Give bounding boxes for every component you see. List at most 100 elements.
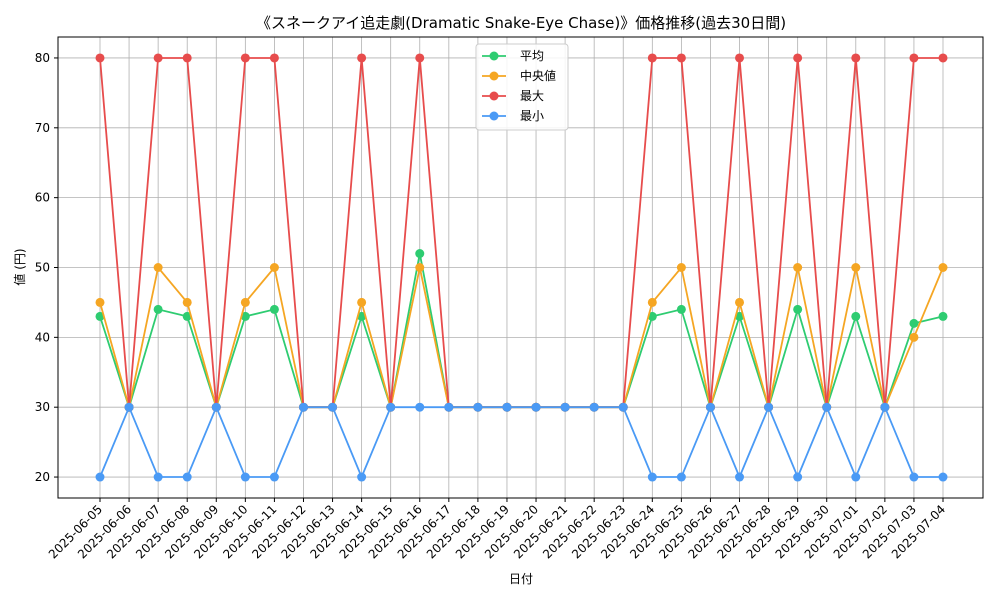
- data-point: [938, 263, 948, 272]
- data-point: [95, 472, 105, 482]
- data-point: [735, 53, 745, 63]
- data-point: [909, 53, 919, 63]
- data-point: [618, 402, 628, 412]
- data-point: [647, 297, 657, 307]
- series-line: [99, 404, 943, 480]
- x-ticks: 2025-06-052025-06-062025-06-072025-06-08…: [46, 498, 948, 561]
- data-point: [938, 53, 948, 63]
- data-point: [647, 311, 657, 321]
- y-axis-label: 値 (円): [12, 248, 27, 285]
- data-point: [328, 402, 338, 412]
- data-point: [182, 311, 192, 321]
- data-point: [793, 263, 803, 272]
- data-point: [764, 402, 774, 412]
- data-point: [240, 297, 250, 307]
- data-point: [415, 53, 425, 63]
- data-point: [269, 472, 279, 482]
- y-tick-label: 20: [35, 470, 50, 484]
- data-point: [153, 263, 163, 272]
- y-tick-label: 80: [35, 51, 50, 65]
- legend-label: 最小: [520, 109, 544, 123]
- legend-label: 平均: [520, 49, 544, 63]
- data-point: [676, 472, 686, 482]
- data-point: [851, 472, 861, 482]
- data-point: [415, 402, 425, 412]
- y-tick-label: 70: [35, 121, 50, 135]
- data-point: [909, 332, 919, 342]
- data-point: [793, 472, 803, 482]
- legend-item: 平均: [482, 49, 544, 63]
- legend-item: 最大: [482, 89, 544, 103]
- legend-box: [475, 43, 569, 131]
- data-point: [735, 472, 745, 482]
- data-point: [851, 311, 861, 321]
- data-point: [909, 318, 919, 328]
- data-point: [705, 402, 715, 412]
- legend-item: 最小: [482, 109, 544, 123]
- legend-marker: [489, 111, 499, 121]
- legend-marker: [489, 71, 499, 81]
- data-point: [676, 304, 686, 314]
- data-point: [851, 53, 861, 63]
- data-point: [415, 263, 425, 272]
- data-point: [444, 402, 454, 412]
- data-point: [793, 304, 803, 314]
- data-point: [676, 53, 686, 63]
- data-point: [676, 263, 686, 272]
- data-point: [909, 472, 919, 482]
- data-point: [735, 297, 745, 307]
- data-point: [938, 311, 948, 321]
- data-point: [182, 472, 192, 482]
- data-point: [357, 472, 367, 482]
- data-point: [153, 472, 163, 482]
- chart-title: 《スネークアイ追走劇(Dramatic Snake-Eye Chase)》価格推…: [256, 14, 786, 32]
- y-tick-label: 40: [35, 330, 50, 344]
- legend-item: 中央値: [482, 68, 556, 83]
- y-tick-label: 30: [35, 400, 50, 414]
- data-point: [153, 53, 163, 63]
- data-point: [735, 311, 745, 321]
- data-point: [153, 304, 163, 314]
- data-point: [386, 402, 396, 412]
- data-point: [822, 402, 832, 412]
- data-point: [589, 402, 599, 412]
- data-point: [415, 249, 425, 259]
- data-point: [357, 311, 367, 321]
- data-point: [269, 53, 279, 63]
- data-point: [269, 263, 279, 272]
- data-point: [880, 402, 890, 412]
- data-point: [240, 311, 250, 321]
- data-point: [182, 297, 192, 307]
- data-point: [647, 53, 657, 63]
- plot-frame: [57, 36, 984, 499]
- data-point: [298, 402, 308, 412]
- series-最小: [95, 402, 948, 482]
- data-point: [502, 402, 512, 412]
- data-point: [95, 53, 105, 63]
- data-point: [473, 402, 483, 412]
- y-tick-label: 50: [35, 261, 50, 275]
- data-point: [269, 304, 279, 314]
- data-point: [95, 297, 105, 307]
- data-point: [240, 472, 250, 482]
- data-point: [182, 53, 192, 63]
- data-point: [938, 472, 948, 482]
- y-tick-label: 60: [35, 191, 50, 205]
- y-ticks: 20 30 40 50 60 70 80: [35, 51, 58, 484]
- data-point: [240, 53, 250, 63]
- data-point: [95, 311, 105, 321]
- legend-marker: [489, 51, 499, 61]
- legend-marker: [489, 91, 499, 101]
- data-point: [357, 53, 367, 63]
- series-group: [95, 53, 948, 482]
- data-point: [851, 263, 861, 272]
- data-point: [357, 297, 367, 307]
- x-axis-label: 日付: [509, 572, 533, 586]
- legend-label: 最大: [520, 89, 544, 103]
- data-point: [124, 402, 134, 412]
- data-point: [531, 402, 541, 412]
- legend-label: 中央値: [520, 68, 556, 83]
- data-point: [560, 402, 570, 412]
